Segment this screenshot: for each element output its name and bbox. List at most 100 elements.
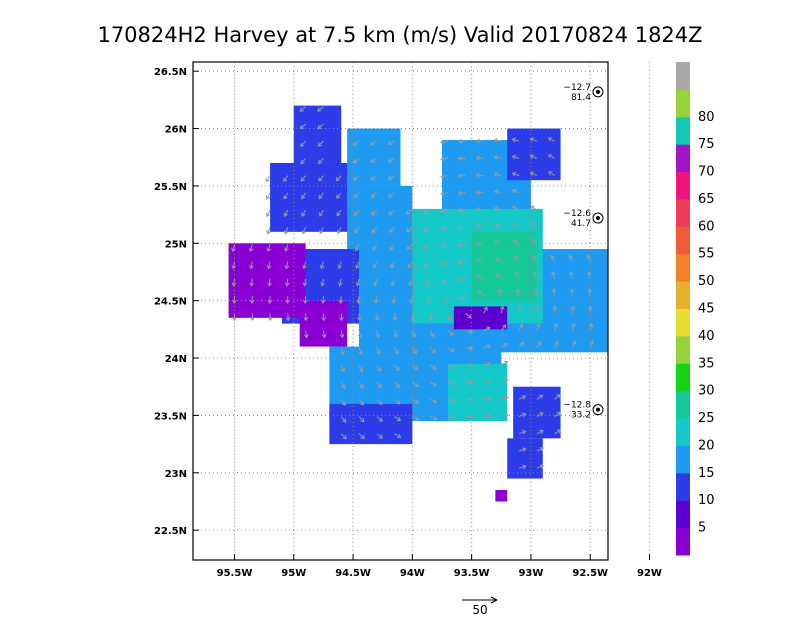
wind-vector-head (503, 360, 509, 366)
wind-vector (483, 326, 491, 331)
wind-vector-head (408, 281, 413, 287)
wind-vector (376, 381, 382, 388)
wind-vector-head (451, 398, 456, 403)
wind-vector-head (511, 188, 517, 194)
x-tick-label: 95W (281, 568, 306, 579)
wind-vector-head (352, 159, 358, 164)
wind-vector (394, 330, 398, 338)
wind-vector-head (338, 299, 344, 304)
colorbar: 5 10 15 20 25 30 35 40 45 50 55 60 65 70 75 80 (676, 62, 715, 556)
wind-vector-head (518, 323, 524, 328)
wind-vector (429, 330, 435, 337)
wind-vector (338, 261, 342, 269)
wind-vector (483, 363, 491, 366)
wind-vector (441, 243, 449, 248)
wind-vector-head (539, 464, 545, 469)
wind-vector-head (318, 194, 323, 200)
wind-vector-head (339, 333, 345, 339)
wind-vector-head (457, 225, 463, 230)
wind-vector (500, 324, 507, 331)
wind-vector-head (457, 207, 463, 213)
wind-vector-head (588, 322, 594, 328)
x-tick-label: 93W (518, 568, 543, 579)
wind-vector-head (494, 240, 499, 245)
wind-vector (536, 430, 544, 435)
colorbar-swatch (676, 472, 690, 501)
plot-frame (192, 61, 609, 561)
wind-vector-head (440, 173, 445, 179)
colorbar-swatch (676, 171, 690, 200)
wind-vector (440, 192, 449, 195)
wind-vector (411, 330, 416, 338)
y-tick-label: 24.5N (154, 297, 187, 308)
wind-vector-head (441, 279, 447, 285)
wind-vector-head (551, 288, 557, 293)
wind-vector (376, 433, 383, 439)
wind-vector-head (457, 138, 463, 144)
wind-vector (458, 243, 466, 246)
wind-vector-head (285, 299, 291, 304)
wind-vector-head (232, 316, 238, 322)
wind-vector-head (475, 224, 481, 229)
wind-vector (340, 416, 347, 423)
wind-vector (447, 416, 455, 419)
colorbar-tick-label: 15 (698, 466, 715, 481)
wind-vector (352, 140, 360, 146)
wind-vector-head (502, 324, 507, 329)
wind-vector (501, 414, 509, 418)
wind-vector (305, 330, 308, 338)
wind-vector (531, 239, 538, 245)
wind-vector-head (423, 227, 428, 232)
station-marker (592, 212, 604, 224)
wind-vector-head (553, 322, 559, 328)
wind-vector (358, 399, 364, 406)
wind-vector-head (317, 142, 322, 147)
wind-vector (465, 381, 473, 384)
wind-vector-head (476, 274, 481, 280)
wind-vector-head (469, 380, 474, 385)
colorbar-swatch (676, 89, 690, 118)
wind-vector-head (440, 156, 445, 162)
wind-vector-head (339, 316, 344, 322)
wind-vector-head (302, 282, 308, 287)
wind-vector (515, 272, 520, 280)
wind-vector (588, 271, 591, 279)
wind-vector (476, 275, 484, 280)
x-tick-label: 92W (637, 568, 662, 579)
wind-vector (390, 261, 396, 268)
wind-vector-head (317, 124, 322, 129)
wind-vector-head (475, 189, 480, 195)
wind-vector (513, 239, 520, 245)
wind-vector-head (457, 277, 463, 283)
wind-vector-head (556, 429, 562, 434)
wind-vector (370, 175, 378, 181)
wind-vector-head (469, 397, 474, 403)
wind-vector (353, 192, 360, 199)
x-tick-label: 95.5W (217, 568, 253, 579)
wind-vector-head (299, 125, 305, 130)
wind-vector-head (376, 367, 382, 372)
wind-vector (304, 278, 307, 286)
wind-vector-head (337, 282, 343, 287)
wind-vector (501, 396, 509, 400)
y-tick-label: 22.5N (154, 526, 187, 537)
wind-vector (536, 412, 544, 417)
wind-vector-head (497, 288, 503, 294)
wind-vector (532, 255, 538, 262)
wind-vector (284, 209, 289, 217)
wind-vector-head (319, 264, 325, 270)
wind-vector-head (457, 156, 463, 161)
wind-vector-head (493, 138, 498, 143)
wind-vector-head (423, 244, 428, 249)
wind-vector-head (317, 107, 322, 112)
wind-vector-head (432, 398, 438, 404)
wind-vector (533, 272, 538, 280)
station-temperature: −12.8 (563, 401, 591, 411)
wind-vector (501, 379, 508, 383)
wind-vector-head (387, 158, 393, 163)
colorbar-swatch (676, 226, 690, 255)
wind-vector-head (487, 413, 492, 419)
wind-vector-head (336, 194, 341, 199)
wind-vector (476, 208, 484, 211)
wind-vector-head (388, 210, 393, 215)
